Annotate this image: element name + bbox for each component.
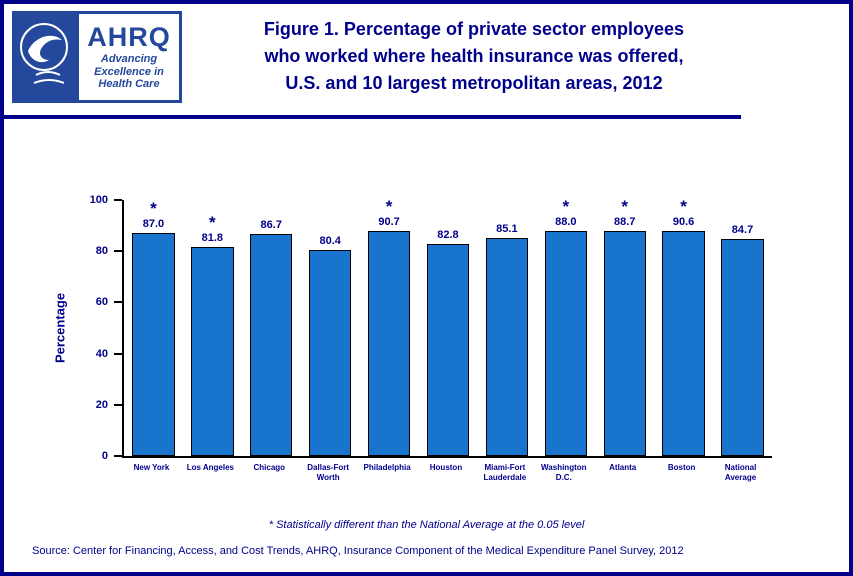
significance-star: *: [209, 212, 216, 232]
x-axis-label: Atlanta: [609, 463, 637, 472]
bar-group: 85.1: [477, 200, 536, 456]
bar: [132, 233, 175, 456]
x-axis-label: National Average: [724, 463, 757, 482]
bar: [367, 231, 411, 456]
y-tick-mark: [114, 199, 122, 201]
bar: [544, 231, 587, 456]
bar-group: * 87.0: [124, 200, 183, 456]
bar-group: 86.7: [242, 200, 301, 456]
y-tick-mark: [114, 301, 122, 304]
y-tick-label: 100: [89, 194, 108, 206]
x-axis-label: New York: [133, 463, 170, 472]
significance-star: *: [385, 197, 393, 216]
header-divider: [4, 115, 741, 119]
bar-group: * 90.6: [654, 197, 713, 456]
significance-star: *: [621, 197, 629, 216]
bar-value-label: 88.0: [555, 216, 577, 228]
ahrq-tagline-line: Excellence in: [94, 65, 164, 78]
y-tick-label: 80: [95, 245, 108, 258]
bar-group: * 88.7: [595, 197, 654, 456]
x-axis-label: Los Angeles: [186, 463, 234, 472]
plot-area: 0 20 40 60 80 100 * 87.0 * 81.8 86.7 80.4 * 90.7 82.8 8…: [90, 194, 772, 462]
x-axis-label: Chicago: [253, 463, 286, 472]
y-tick-label: 40: [95, 347, 108, 360]
significance-star: *: [150, 199, 157, 219]
bar-value-label: 85.1: [496, 223, 518, 236]
ahrq-logo-tagline: Advancing Excellence in Health Care: [94, 53, 164, 91]
bar-value-label: 86.7: [260, 219, 282, 232]
bar-group: * 81.8: [183, 200, 242, 456]
bar-value-label: 90.7: [378, 216, 400, 228]
chart-title-line-2: who worked where health insurance was of…: [264, 46, 684, 66]
bar: [191, 246, 234, 456]
bar-value-label: 81.8: [201, 231, 224, 244]
ahrq-tagline-line: Health Care: [98, 78, 160, 91]
x-axis-labels: New York Los Angeles Chicago Dallas-Fort Wo…: [122, 463, 770, 483]
y-axis-label: Percentage: [52, 292, 68, 364]
footnote: * Statistically different than the Natio…: [268, 519, 585, 531]
bar-group: * 90.7: [360, 197, 419, 456]
x-axis-label: Miami-Fort Lauderdale: [483, 463, 527, 482]
bar-group: * 88.0: [536, 197, 595, 456]
logo-group: AHRQ Advancing Excellence in Health Care: [12, 11, 182, 103]
y-tick-label: 0: [101, 450, 108, 462]
significance-star: *: [562, 197, 570, 216]
x-axis-label: Houston: [429, 463, 463, 472]
x-axis-label: Boston: [667, 463, 696, 472]
bar: [308, 250, 352, 456]
ahrq-logo-acronym: AHRQ: [87, 22, 171, 53]
bar: [603, 231, 646, 456]
bar-group: 80.4: [301, 200, 360, 456]
y-tick-label: 20: [95, 398, 108, 411]
bar-value-label: 82.8: [437, 229, 459, 242]
ahrq-tagline-line: Advancing: [100, 53, 158, 66]
bar-value-label: 90.6: [672, 216, 695, 228]
x-axis-label: Dallas-Fort Worth: [307, 463, 350, 482]
bar-value-label: 84.7: [731, 224, 754, 237]
bar-group: 82.8: [419, 200, 478, 456]
chart-title: Figure 1. Percentage of private sector e…: [169, 16, 779, 97]
y-tick-mark: [114, 455, 122, 457]
bar-value-label: 80.4: [319, 235, 341, 248]
y-tick-mark: [114, 250, 122, 253]
y-tick-mark: [114, 352, 122, 355]
x-axis-label: Washington D.C.: [541, 463, 587, 482]
chart-title-line-1: Figure 1. Percentage of private sector e…: [263, 19, 685, 39]
significance-star: *: [680, 197, 687, 216]
bar: [662, 231, 705, 456]
bar-value-label: 87.0: [142, 218, 165, 231]
bar: [721, 239, 764, 456]
bar-group: 84.7: [713, 200, 772, 456]
bar: [485, 238, 529, 456]
bar: [250, 234, 293, 456]
source-note: Source: Center for Financing, Access, an…: [32, 545, 684, 557]
chart-title-line-3: U.S. and 10 largest metropolitan areas, …: [285, 73, 663, 93]
y-tick-mark: [114, 403, 122, 406]
ahrq-logo: AHRQ Advancing Excellence in Health Care: [76, 11, 182, 103]
y-tick-label: 60: [95, 296, 108, 309]
hhs-seal-icon: [12, 11, 76, 103]
bar: [426, 244, 470, 456]
bar-value-label: 88.7: [613, 216, 636, 228]
x-axis-label: Philadelphia: [363, 463, 411, 472]
